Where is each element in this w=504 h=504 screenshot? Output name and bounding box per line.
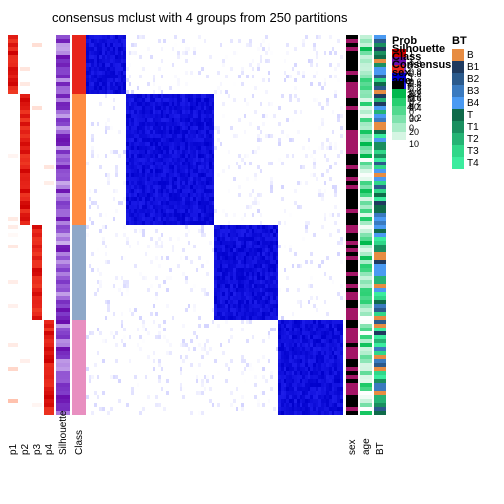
anno-cell xyxy=(8,411,18,415)
swatch xyxy=(452,73,464,85)
tick-label: 10 xyxy=(409,139,419,149)
tick-label: 40 xyxy=(409,102,419,112)
anno-cell xyxy=(374,411,386,415)
swatch-label: B4 xyxy=(467,98,479,109)
left-anno-Silhouette xyxy=(56,35,70,415)
legend-item: T3 xyxy=(452,145,479,157)
legend-item: B1 xyxy=(452,61,479,73)
col-label: p3 xyxy=(32,444,43,455)
legend-item: T4 xyxy=(452,157,479,169)
left-anno-p1 xyxy=(8,35,18,415)
left-anno-Class xyxy=(72,35,86,415)
legend-bt: BT BB1B2B3B4TT1T2T3T4 xyxy=(452,35,479,169)
swatch-label: T xyxy=(467,110,473,121)
page-title: consensus mclust with 4 groups from 250 … xyxy=(52,10,348,25)
heatmap-row xyxy=(86,411,342,415)
left-anno-p3 xyxy=(32,35,42,415)
legend-item: B3 xyxy=(452,85,479,97)
anno-cell xyxy=(44,411,54,415)
right-anno-sex xyxy=(346,35,358,415)
legend-item: T1 xyxy=(452,121,479,133)
col-label: sex xyxy=(347,439,358,455)
legend-title: age xyxy=(392,75,419,87)
col-label: Class xyxy=(74,430,85,455)
col-label: BT xyxy=(375,442,386,455)
anno-cell xyxy=(346,411,358,415)
col-label: age xyxy=(361,438,372,455)
swatch xyxy=(452,85,464,97)
swatch xyxy=(452,109,464,121)
swatch xyxy=(452,61,464,73)
legend-item: B4 xyxy=(452,97,479,109)
swatch xyxy=(452,157,464,169)
swatch-label: T1 xyxy=(467,122,479,133)
col-label: p4 xyxy=(44,444,55,455)
legend-item: B xyxy=(452,49,479,61)
gradient-bar xyxy=(392,89,406,149)
tick-label: 20 xyxy=(409,127,419,137)
legend-age: age 10 20 30 40 50 xyxy=(392,75,419,149)
swatch-label: T4 xyxy=(467,158,479,169)
legend-title: BT xyxy=(452,35,479,47)
swatch-label: B xyxy=(467,50,474,61)
swatch-label: T3 xyxy=(467,146,479,157)
swatch-label: T2 xyxy=(467,134,479,145)
col-label: p2 xyxy=(20,444,31,455)
anno-cell xyxy=(360,411,372,415)
swatch xyxy=(452,145,464,157)
swatch xyxy=(452,133,464,145)
consensus-heatmap xyxy=(86,35,342,415)
col-label: p1 xyxy=(8,444,19,455)
col-label: Silhouette xyxy=(58,411,69,455)
anno-cell xyxy=(72,411,86,415)
swatch xyxy=(452,49,464,61)
swatch-label: B3 xyxy=(467,86,479,97)
legend-item: T2 xyxy=(452,133,479,145)
anno-cell xyxy=(32,411,42,415)
legend-item: B2 xyxy=(452,73,479,85)
swatch-label: B1 xyxy=(467,62,479,73)
anno-cell xyxy=(20,411,30,415)
right-anno-BT xyxy=(374,35,386,415)
swatch xyxy=(452,97,464,109)
swatch-label: B2 xyxy=(467,74,479,85)
tick-label: 50 xyxy=(409,89,419,99)
legend-item: T xyxy=(452,109,479,121)
left-anno-p2 xyxy=(20,35,30,415)
tick-label: 30 xyxy=(409,114,419,124)
left-anno-p4 xyxy=(44,35,54,415)
right-anno-age xyxy=(360,35,372,415)
swatch xyxy=(452,121,464,133)
